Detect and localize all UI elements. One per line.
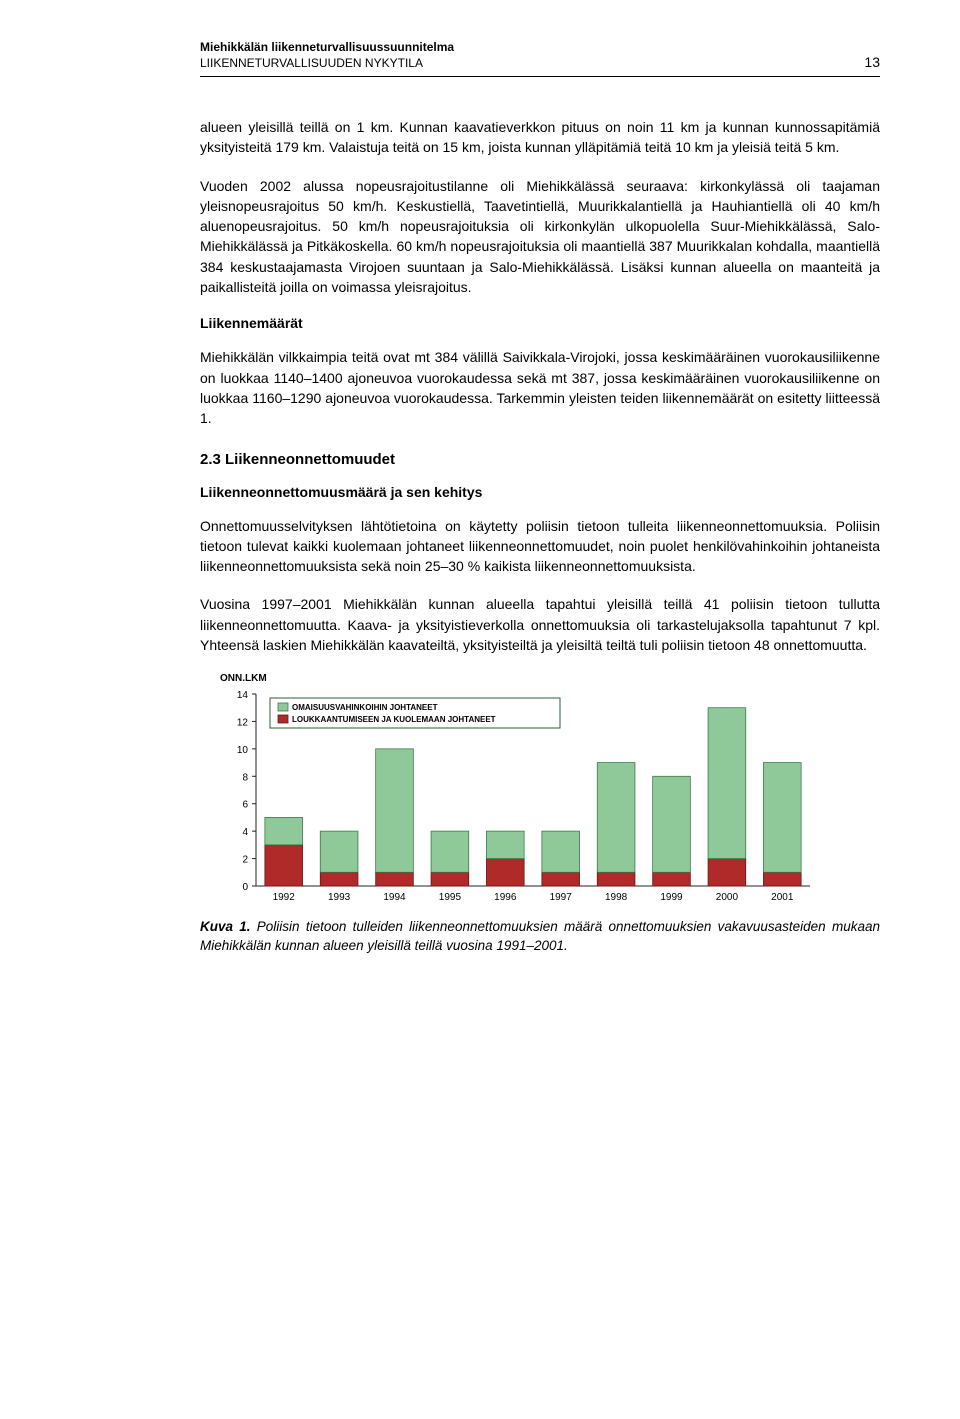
svg-text:6: 6 — [242, 800, 248, 811]
svg-text:2001: 2001 — [771, 892, 794, 903]
doc-subtitle: LIIKENNETURVALLISUUDEN NYKYTILA — [200, 56, 454, 70]
svg-text:1996: 1996 — [494, 892, 517, 903]
header-left: Miehikkälän liikenneturvallisuussuunnite… — [200, 40, 454, 70]
svg-text:1998: 1998 — [605, 892, 628, 903]
svg-text:12: 12 — [237, 718, 249, 729]
svg-text:1995: 1995 — [439, 892, 462, 903]
svg-text:10: 10 — [237, 745, 249, 756]
svg-text:1994: 1994 — [383, 892, 406, 903]
page-header: Miehikkälän liikenneturvallisuussuunnite… — [200, 40, 880, 77]
doc-title: Miehikkälän liikenneturvallisuussuunnite… — [200, 40, 454, 54]
figure-caption: Kuva 1. Poliisin tietoon tulleiden liike… — [200, 918, 880, 956]
paragraph-1: alueen yleisillä teillä on 1 km. Kunnan … — [200, 117, 880, 158]
page-number: 13 — [864, 54, 880, 70]
paragraph-5: Vuosina 1997–2001 Miehikkälän kunnan alu… — [200, 594, 880, 655]
svg-text:8: 8 — [242, 773, 248, 784]
svg-text:LOUKKAANTUMISEEN JA KUOLEMAAN: LOUKKAANTUMISEEN JA KUOLEMAAN JOHTANEET — [292, 715, 496, 724]
paragraph-2: Vuoden 2002 alussa nopeusrajoitustilanne… — [200, 176, 880, 298]
svg-text:OMAISUUSVAHINKOIHIN JOHTANEET: OMAISUUSVAHINKOIHIN JOHTANEET — [292, 703, 438, 712]
paragraph-3: Miehikkälän vilkkaimpia teitä ovat mt 38… — [200, 347, 880, 428]
heading-traffic-volumes: Liikennemäärät — [200, 315, 880, 331]
accidents-chart: ONN.LKM 0 2 4 6 8 10 12 14 1992 1993 1994 1995 1996 1… — [220, 673, 880, 908]
chart-svg: 0 2 4 6 8 10 12 14 1992 1993 1994 1995 1996 1997 1998 1… — [220, 688, 820, 908]
svg-text:1997: 1997 — [550, 892, 573, 903]
section-heading-accidents: 2.3 Liikenneonnettomuudet — [200, 451, 880, 468]
svg-text:2: 2 — [242, 855, 248, 866]
caption-text: Poliisin tietoon tulleiden liikenneonnet… — [200, 919, 880, 953]
paragraph-4: Onnettomuusselvityksen lähtötietoina on … — [200, 516, 880, 577]
svg-text:1992: 1992 — [273, 892, 296, 903]
svg-text:2000: 2000 — [716, 892, 739, 903]
svg-text:4: 4 — [242, 827, 248, 838]
svg-text:14: 14 — [237, 690, 249, 701]
heading-accident-count: Liikenneonnettomuusmäärä ja sen kehitys — [200, 484, 880, 500]
chart-y-title: ONN.LKM — [220, 673, 880, 684]
svg-text:1993: 1993 — [328, 892, 351, 903]
svg-text:0: 0 — [242, 882, 248, 893]
svg-text:1999: 1999 — [660, 892, 683, 903]
caption-label: Kuva 1. — [200, 919, 251, 934]
